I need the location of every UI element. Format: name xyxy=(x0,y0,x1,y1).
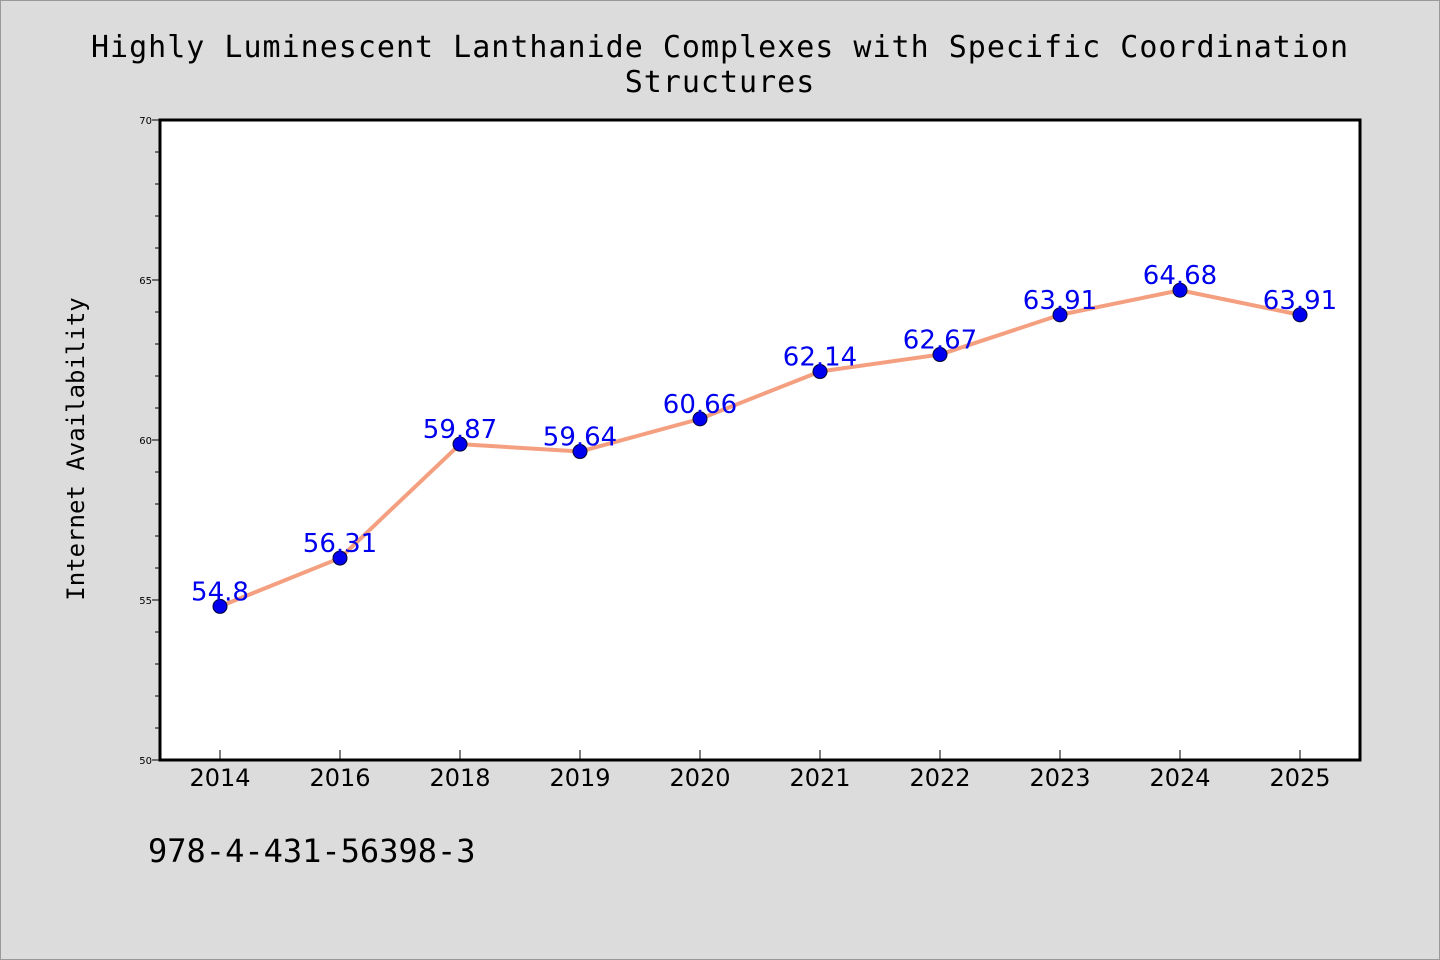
data-labels: 54.8 56.31 59.87 59.64 60.66 62.14 62.67 63.91 6… xyxy=(191,261,1337,607)
y-axis-ticks: 50 55 60 65 70 xyxy=(139,116,160,767)
data-point xyxy=(932,347,948,363)
data-point xyxy=(332,550,348,566)
data-point xyxy=(1052,307,1068,323)
x-tick-label: 2020 xyxy=(669,764,730,792)
x-tick-label: 2019 xyxy=(549,764,610,792)
y-tick-label: 70 xyxy=(139,116,152,127)
data-point xyxy=(692,411,708,427)
data-point xyxy=(572,444,588,460)
data-label: 54.8 xyxy=(191,577,249,607)
series-line xyxy=(218,288,1302,609)
x-tick-label: 2024 xyxy=(1149,764,1210,792)
series-line-group xyxy=(218,288,1302,609)
data-point xyxy=(1172,282,1188,298)
plot-area xyxy=(158,118,1362,762)
x-tick-label: 2014 xyxy=(189,764,250,792)
data-label: 59.87 xyxy=(423,415,497,445)
data-point xyxy=(212,598,228,614)
data-markers xyxy=(212,282,1308,614)
data-point xyxy=(812,364,828,380)
y-tick-label: 65 xyxy=(139,276,152,287)
data-label: 64.68 xyxy=(1143,261,1217,291)
y-tick-label: 55 xyxy=(139,596,152,607)
x-tick-label: 2025 xyxy=(1269,764,1330,792)
y-tick-label: 50 xyxy=(139,756,152,767)
data-label: 62.14 xyxy=(783,343,857,373)
x-tick-label: 2021 xyxy=(789,764,850,792)
x-tick-label: 2022 xyxy=(909,764,970,792)
data-label: 60.66 xyxy=(663,390,737,420)
data-point xyxy=(452,436,468,452)
data-label: 56.31 xyxy=(303,529,377,559)
data-point xyxy=(1292,307,1308,323)
x-tick-label: 2018 xyxy=(429,764,490,792)
x-tick-label: 2016 xyxy=(309,764,370,792)
data-label: 63.91 xyxy=(1023,286,1097,316)
data-label: 63.91 xyxy=(1263,286,1337,316)
chart-title: Highly Luminescent Lanthanide Complexes … xyxy=(90,30,1350,100)
x-tick-label: 2023 xyxy=(1029,764,1090,792)
data-label: 62.67 xyxy=(903,326,977,356)
data-label: 59.64 xyxy=(543,423,617,453)
x-axis-ticks: 2014 2016 2018 2019 2020 2021 2022 2023 2024 2025 xyxy=(189,750,1331,792)
y-tick-label: 60 xyxy=(139,436,152,447)
footer-code: 978-4-431-56398-3 xyxy=(148,832,476,870)
